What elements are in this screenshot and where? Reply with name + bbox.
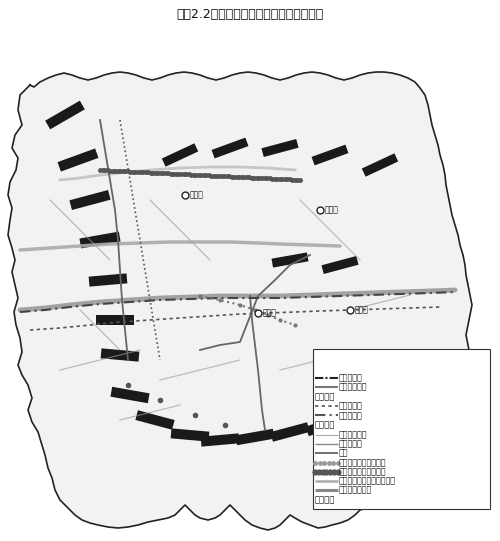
Text: 主な一般県道: 主な一般県道 bbox=[339, 431, 368, 439]
Text: 図表2.2　道路網・鉄道網・航路網の状況: 図表2.2 道路網・鉄道網・航路網の状況 bbox=[176, 8, 324, 21]
Bar bbox=[136, 410, 174, 430]
Bar bbox=[45, 101, 85, 129]
Bar bbox=[170, 428, 209, 441]
Bar bbox=[312, 349, 490, 509]
Bar bbox=[96, 315, 134, 325]
Bar bbox=[58, 148, 98, 171]
Text: （道路）: （道路） bbox=[315, 496, 336, 504]
Bar bbox=[362, 153, 398, 177]
Bar bbox=[100, 348, 140, 361]
Bar bbox=[70, 190, 110, 210]
Bar bbox=[236, 429, 275, 445]
Bar bbox=[312, 144, 348, 166]
Text: 大和町: 大和町 bbox=[190, 190, 204, 200]
Text: 三原市: 三原市 bbox=[355, 306, 369, 314]
Text: 国道: 国道 bbox=[339, 449, 348, 458]
Text: 地域高規格道路（供用中）: 地域高規格道路（供用中） bbox=[339, 477, 396, 485]
Bar bbox=[88, 273, 128, 287]
Bar bbox=[162, 143, 198, 167]
Text: ＪＲ在来線: ＪＲ在来線 bbox=[339, 402, 363, 411]
Text: 主要地方道: 主要地方道 bbox=[339, 440, 363, 448]
Bar bbox=[110, 387, 150, 403]
Bar bbox=[340, 403, 380, 427]
Text: 本郷町: 本郷町 bbox=[263, 308, 277, 318]
Bar bbox=[262, 139, 298, 157]
Bar bbox=[272, 253, 308, 268]
Text: 久井町: 久井町 bbox=[325, 206, 339, 214]
Text: 〃　　　　（調査中）: 〃 （調査中） bbox=[339, 458, 386, 467]
Bar bbox=[200, 433, 239, 447]
Text: （航路）: （航路） bbox=[315, 392, 336, 401]
Bar bbox=[371, 386, 409, 414]
Text: ＪＲ新幹線: ＪＲ新幹線 bbox=[339, 411, 363, 420]
Bar bbox=[80, 232, 120, 248]
Text: 〃　　　　（事業中）: 〃 （事業中） bbox=[339, 467, 386, 476]
Bar bbox=[270, 423, 310, 442]
Text: フェリー航路: フェリー航路 bbox=[339, 383, 368, 392]
Text: 高規格幹線道路: 高規格幹線道路 bbox=[339, 486, 372, 494]
Bar bbox=[212, 137, 248, 159]
Bar bbox=[322, 256, 358, 274]
Bar bbox=[306, 414, 344, 436]
Polygon shape bbox=[8, 72, 472, 530]
Text: （鉄道）: （鉄道） bbox=[315, 420, 336, 429]
Bar bbox=[396, 365, 434, 395]
Text: 旅客船航路: 旅客船航路 bbox=[339, 374, 363, 382]
